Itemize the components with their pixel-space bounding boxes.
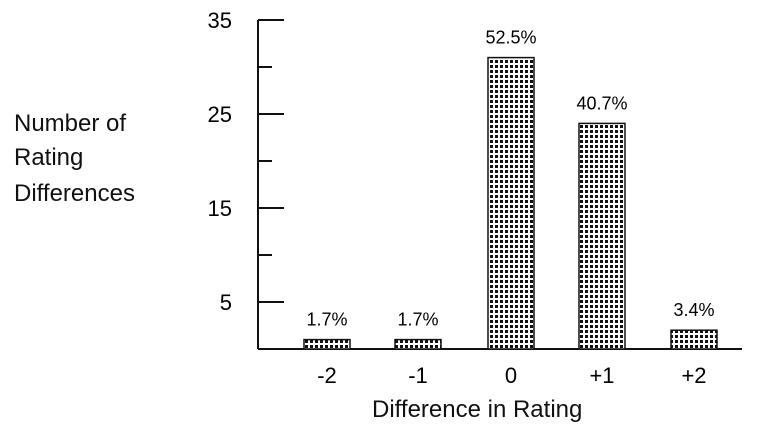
x-tick-label: 0 [505,363,517,388]
data-label: 1.7% [306,310,347,330]
y-axis-label-line-3: Differences [14,180,135,207]
x-tick-label: -2 [317,363,337,388]
y-tick-label: 15 [208,196,232,221]
bar-+1 [578,122,626,350]
y-axis-label-line-2: Rating [14,144,84,171]
data-label: 52.5% [485,28,536,48]
y-tick-label: 35 [208,8,232,33]
x-tick-label: +2 [681,363,706,388]
bar-0 [487,56,535,350]
y-tick-label: 25 [208,102,232,127]
bar--2 [303,338,351,350]
y-tick-label: 5 [220,290,232,315]
bar--1 [394,338,442,350]
bar-+2 [670,329,718,350]
data-label: 3.4% [673,300,714,320]
data-label: 1.7% [397,310,438,330]
data-label: 40.7% [576,93,627,113]
x-tick-label: +1 [589,363,614,388]
x-axis-label: Difference in Rating [372,396,583,423]
y-axis-label-line-1: Number of [14,110,127,137]
x-tick-label: -1 [408,363,428,388]
